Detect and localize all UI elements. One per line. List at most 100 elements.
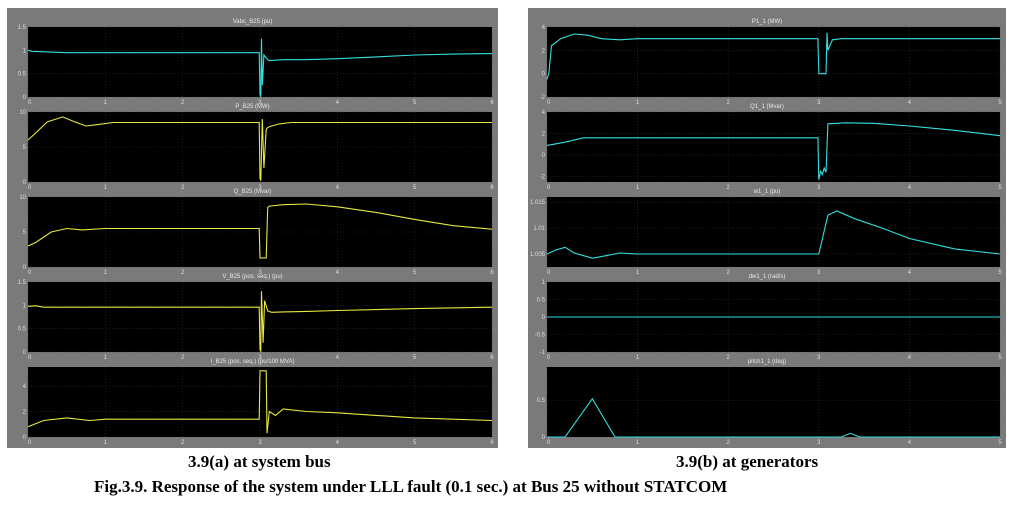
- scope-right-2: Q1_1 (Mvar) 0 1 2 3 4 5 -2 0 2 4: [531, 102, 1003, 191]
- y-tick-label: -2: [540, 175, 546, 181]
- scope-title: Q_B25 (Mvar): [233, 189, 272, 195]
- series-line: [27, 116, 492, 181]
- x-tick-label: 0: [547, 185, 551, 191]
- y-tick-label: 1.5: [18, 280, 27, 286]
- series-line: [27, 38, 493, 98]
- y-tick-label: 10: [19, 195, 26, 201]
- scope-plot-svg: 0 1 2 3 4 5 6 0 5 10: [19, 195, 494, 276]
- x-tick-label: 0: [547, 355, 551, 361]
- y-tick-label: 0: [23, 180, 27, 186]
- x-tick-label: 4: [336, 440, 340, 446]
- y-tick-label: 1: [23, 48, 27, 54]
- x-tick-label: 5: [998, 100, 1002, 106]
- x-tick-label: 2: [181, 100, 185, 106]
- x-tick-label: 0: [547, 100, 551, 106]
- x-tick-label: 3: [258, 100, 262, 106]
- x-tick-label: 5: [413, 100, 417, 106]
- y-tick-label: 5: [23, 230, 27, 236]
- y-tick-label: 0: [23, 435, 27, 441]
- y-tick-label: 2: [23, 410, 27, 416]
- y-tick-label: 0.5: [537, 298, 546, 304]
- series-line: [547, 397, 1000, 438]
- x-tick-label: 1: [636, 355, 640, 361]
- y-tick-label: 2: [542, 48, 546, 54]
- scope-plot-svg: 0 1 2 3 4 5 6 0 0.5 1 1.5: [18, 25, 495, 106]
- scope-title: I_B25 (pos. seq.) (pu/100 MVA): [210, 359, 295, 365]
- y-tick-label: 0: [23, 350, 27, 356]
- figure-caption: Fig.3.9. Response of the system under LL…: [94, 477, 728, 496]
- x-tick-label: 3: [817, 440, 821, 446]
- y-tick-label: 0: [23, 265, 27, 271]
- x-tick-label: 3: [817, 185, 821, 191]
- scope-right-4: dw1_1 (rad/s) 0 1 2 3 4 5 -1 -0.5 0 0.5 1: [531, 272, 1003, 361]
- x-tick-label: 1: [104, 100, 108, 106]
- scope-title: pitch1_1 (deg): [747, 359, 787, 365]
- x-tick-label: 5: [998, 185, 1002, 191]
- x-tick-label: 5: [998, 270, 1002, 276]
- x-tick-label: 4: [336, 185, 340, 191]
- x-tick-label: 6: [490, 185, 494, 191]
- x-tick-label: 4: [908, 100, 912, 106]
- scope-left-4: V_B25 (pos. seq.) (pu) 0 1 2 3 4 5 6 0 0.5 1 1.5: [10, 272, 495, 361]
- x-tick-label: 0: [547, 270, 551, 276]
- x-tick-label: 3: [817, 355, 821, 361]
- x-tick-label: 4: [336, 270, 340, 276]
- x-tick-label: 2: [727, 100, 731, 106]
- x-tick-label: 6: [490, 270, 494, 276]
- scope-plot-svg: 0 1 2 3 4 5 -1 -0.5 0 0.5 1: [535, 280, 1003, 361]
- x-tick-label: 2: [727, 185, 731, 191]
- y-tick-label: -1: [540, 350, 546, 356]
- x-tick-label: 4: [908, 355, 912, 361]
- scope-right-5: pitch1_1 (deg) 0 1 2 3 4 5 0 0.5: [531, 357, 1003, 446]
- series-line: [27, 291, 493, 354]
- y-tick-label: 1.5: [18, 25, 27, 31]
- x-tick-label: 0: [28, 100, 32, 106]
- x-tick-label: 1: [104, 270, 108, 276]
- scope-plot-svg: 0 1 2 3 4 5 6 0 0.5 1 1.5: [18, 280, 495, 361]
- plot-area: [547, 112, 1000, 182]
- scope-right-3: w1_1 (pu) 0 1 2 3 4 5 1.005 1.01 1.015: [530, 187, 1003, 276]
- x-tick-label: 5: [413, 270, 417, 276]
- y-tick-label: 0: [23, 95, 27, 101]
- y-tick-label: 1: [23, 303, 27, 309]
- scope-left-1: Vabc_B25 (pu) 0 1 2 3 4 5 6 0 0.5 1 1.5: [10, 17, 495, 106]
- y-tick-label: 0.5: [18, 72, 27, 78]
- x-tick-label: 5: [998, 355, 1002, 361]
- x-tick-label: 5: [413, 440, 417, 446]
- scope-title: V_B25 (pos. seq.) (pu): [222, 274, 283, 280]
- x-tick-label: 1: [636, 100, 640, 106]
- y-tick-label: 0.5: [18, 327, 27, 333]
- series-line: [546, 210, 1001, 259]
- x-tick-label: 4: [336, 355, 340, 361]
- x-tick-label: 2: [181, 185, 185, 191]
- x-tick-label: 4: [908, 185, 912, 191]
- x-tick-label: 1: [104, 440, 108, 446]
- x-tick-label: 3: [817, 270, 821, 276]
- x-tick-label: 3: [258, 355, 262, 361]
- x-tick-label: 6: [490, 355, 494, 361]
- x-tick-label: 0: [28, 270, 32, 276]
- x-tick-label: 2: [727, 355, 731, 361]
- scope-plot-svg: 0 1 2 3 4 5 1.005 1.01 1.015: [530, 197, 1002, 276]
- x-tick-label: 0: [547, 440, 551, 446]
- y-tick-label: -2: [540, 95, 546, 101]
- y-tick-label: 4: [542, 25, 546, 31]
- x-tick-label: 4: [336, 100, 340, 106]
- y-tick-label: 0: [542, 435, 546, 441]
- x-tick-label: 3: [258, 270, 262, 276]
- scope-title: Vabc_B25 (pu): [232, 19, 273, 25]
- series-line: [27, 203, 493, 259]
- x-tick-label: 0: [28, 355, 32, 361]
- x-tick-label: 2: [181, 270, 185, 276]
- y-tick-label: 0: [542, 72, 546, 78]
- plot-area: [547, 367, 1000, 437]
- x-tick-label: 1: [636, 270, 640, 276]
- x-tick-label: 1: [104, 185, 108, 191]
- y-tick-label: 0: [542, 153, 546, 159]
- y-tick-label: 0: [542, 315, 546, 321]
- scope-plot-svg: 0 1 2 3 4 5 6 0 2 4: [23, 367, 494, 446]
- scope-title: P_B25 (MW): [235, 104, 270, 110]
- x-tick-label: 5: [413, 185, 417, 191]
- y-tick-label: 1: [542, 280, 546, 286]
